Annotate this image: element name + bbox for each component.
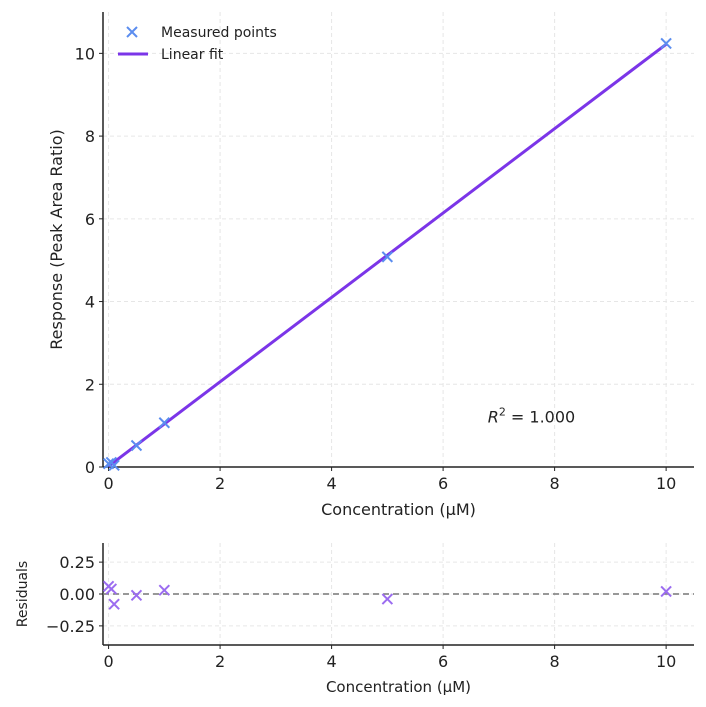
legend-label: Measured points — [161, 25, 277, 41]
marker-stroke — [130, 589, 143, 601]
data-point-marker — [130, 589, 143, 601]
marker-stroke — [660, 585, 672, 598]
x-tick-label: 2 — [215, 652, 225, 671]
marker-stroke — [381, 593, 394, 605]
x-tick-label: 8 — [550, 652, 560, 671]
x-tick-label: 6 — [438, 474, 448, 493]
legend: Measured points Linear fit — [118, 25, 277, 63]
y-tick-label: 0 — [85, 458, 95, 477]
marker-stroke — [130, 439, 143, 452]
y-tick-label: 8 — [85, 127, 95, 146]
x-tick-label: 8 — [550, 474, 560, 493]
fit-line — [107, 43, 668, 468]
y-tick-label: 10 — [75, 44, 95, 63]
data-point-marker — [660, 585, 672, 598]
marker-stroke — [102, 457, 115, 470]
y-tick-label: 6 — [85, 210, 95, 229]
r-symbol: R — [488, 407, 499, 426]
marker-stroke — [108, 598, 120, 610]
y-tick-label: 0.00 — [59, 585, 95, 604]
marker-stroke — [381, 251, 394, 263]
y-axis-label: Response (Peak Area Ratio) — [47, 129, 66, 349]
marker-stroke — [105, 583, 118, 595]
marker-stroke — [108, 459, 120, 472]
data-point-marker — [381, 251, 394, 263]
x-tick-label: 4 — [327, 652, 337, 671]
y-tick-label: 0.25 — [59, 553, 95, 572]
main-plot: 0 2 4 6 8 10 0 2 4 6 8 10 Concentration (µM) Response… — [47, 12, 694, 519]
y-axis-label: Residuals — [15, 561, 31, 627]
x-tick-label: 10 — [656, 474, 676, 493]
marker-stroke — [660, 37, 672, 50]
marker-stroke — [158, 584, 171, 596]
x-axis-label: Concentration (µM) — [321, 500, 476, 519]
x-tick-label: 0 — [103, 474, 113, 493]
data-point-marker — [158, 417, 171, 429]
x-tick-label: 2 — [215, 474, 225, 493]
legend-label: Linear fit — [161, 47, 224, 63]
data-point-marker — [158, 584, 171, 596]
superscript: 2 — [499, 405, 506, 418]
x-tick-label: 4 — [327, 474, 337, 493]
data-point-marker — [660, 37, 672, 50]
residuals-plot: 0 2 4 6 8 10 −0.25 0.00 0.25 Concentration (µM) Re… — [15, 543, 694, 696]
legend-marker — [126, 26, 138, 38]
y-tick-label: 2 — [85, 375, 95, 394]
data-point-marker — [381, 593, 394, 605]
r-squared-value: = 1.000 — [506, 407, 575, 426]
r-squared-annotation: R2 = 1.000 — [488, 405, 576, 426]
x-tick-label: 10 — [656, 652, 676, 671]
data-point-marker — [108, 459, 120, 472]
x-tick-label: 0 — [103, 652, 113, 671]
data-point-marker — [130, 439, 143, 452]
y-tick-label: 4 — [85, 293, 95, 312]
y-tick-label: −0.25 — [46, 617, 95, 636]
x-tick-label: 6 — [438, 652, 448, 671]
data-point-marker — [105, 583, 118, 595]
data-point-marker — [108, 598, 120, 610]
marker-stroke — [158, 417, 171, 429]
x-axis-label: Concentration (µM) — [326, 678, 471, 696]
